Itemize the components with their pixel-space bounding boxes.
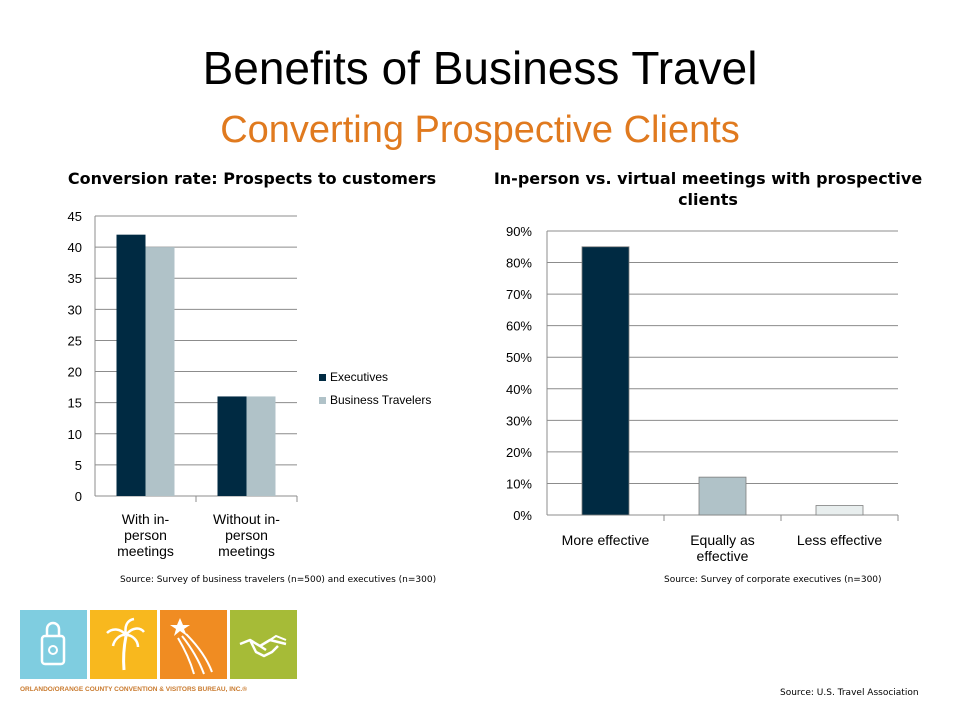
chart2-ytick: 70% bbox=[506, 287, 532, 302]
chart2-title: In-person vs. virtual meetings with pros… bbox=[493, 169, 923, 209]
chart1-bar bbox=[145, 247, 175, 496]
chart1-legend-swatch bbox=[319, 397, 326, 404]
slide-subtitle: Converting Prospective Clients bbox=[220, 109, 740, 151]
chart1-ytick: 35 bbox=[68, 271, 82, 286]
chart1-xtick-label: meetings bbox=[218, 543, 275, 559]
chart1-xtick-label: person bbox=[225, 527, 268, 543]
shopping-bag-icon bbox=[20, 610, 87, 679]
chart1-legend-swatch bbox=[319, 374, 326, 381]
chart2-ytick: 50% bbox=[506, 350, 532, 365]
chart1-ytick: 5 bbox=[75, 458, 82, 473]
chart2-ytick: 30% bbox=[506, 413, 532, 428]
chart1-xtick-label: person bbox=[124, 527, 167, 543]
chart1-title: Conversion rate: Prospects to customers bbox=[67, 169, 437, 188]
chart1-bar bbox=[217, 396, 247, 496]
chart1-legend-label: Executives bbox=[330, 370, 388, 384]
chart2-bar bbox=[815, 505, 864, 516]
chart1-ytick: 0 bbox=[75, 489, 82, 504]
chart1-ytick: 25 bbox=[68, 333, 82, 348]
chart2-ytick: 10% bbox=[506, 476, 532, 491]
chart1-xtick-label: Without in- bbox=[213, 511, 280, 527]
chart1-bar bbox=[246, 396, 276, 496]
chart1-xtick-label: meetings bbox=[117, 543, 174, 559]
chart2-ytick: 0% bbox=[513, 508, 532, 523]
chart1-xtick-label: With in- bbox=[122, 511, 170, 527]
chart2-bar bbox=[698, 476, 747, 516]
chart2-ytick: 90% bbox=[506, 224, 532, 239]
slide-title: Benefits of Business Travel bbox=[202, 42, 758, 94]
palm-tree-icon bbox=[90, 610, 157, 679]
chart1-bar bbox=[116, 234, 146, 496]
chart2-ytick: 60% bbox=[506, 319, 532, 334]
organization-name: ORLANDO/ORANGE COUNTY CONVENTION & VISIT… bbox=[20, 686, 248, 693]
cvb-logo: ORLANDO/ORANGE COUNTY CONVENTION & VISIT… bbox=[20, 610, 300, 694]
chart2-xtick-label: Equally as bbox=[690, 532, 755, 548]
meeting-effectiveness-chart: 0% 10% 20% 30% 40% 50% 60% 70% 80% 90% More effect… bbox=[470, 215, 910, 570]
chart1-ytick: 45 bbox=[68, 209, 82, 224]
chart1-source: Source: Survey of business travelers (n=… bbox=[120, 575, 437, 585]
chart1-ytick: 15 bbox=[68, 396, 82, 411]
chart1-ytick: 20 bbox=[68, 365, 82, 380]
chart2-background bbox=[470, 215, 910, 570]
chart2-xtick-label: More effective bbox=[562, 532, 650, 548]
shooting-star-icon bbox=[160, 610, 227, 679]
chart1-ytick: 30 bbox=[68, 302, 82, 317]
handshake-icon bbox=[230, 610, 297, 679]
chart1-background bbox=[20, 200, 460, 570]
chart2-ytick: 40% bbox=[506, 382, 532, 397]
chart1-ytick: 40 bbox=[68, 240, 82, 255]
chart2-xtick-label: effective bbox=[697, 548, 749, 564]
chart2-source: Source: Survey of corporate executives (… bbox=[664, 575, 882, 585]
chart2-bar bbox=[581, 246, 630, 516]
chart1-legend-label: Business Travelers bbox=[330, 393, 431, 407]
chart2-xtick-label: Less effective bbox=[797, 532, 883, 548]
chart2-ytick: 80% bbox=[506, 256, 532, 271]
slide-source: Source: U.S. Travel Association bbox=[780, 688, 919, 698]
chart1-ytick: 10 bbox=[68, 427, 82, 442]
chart2-ytick: 20% bbox=[506, 445, 532, 460]
